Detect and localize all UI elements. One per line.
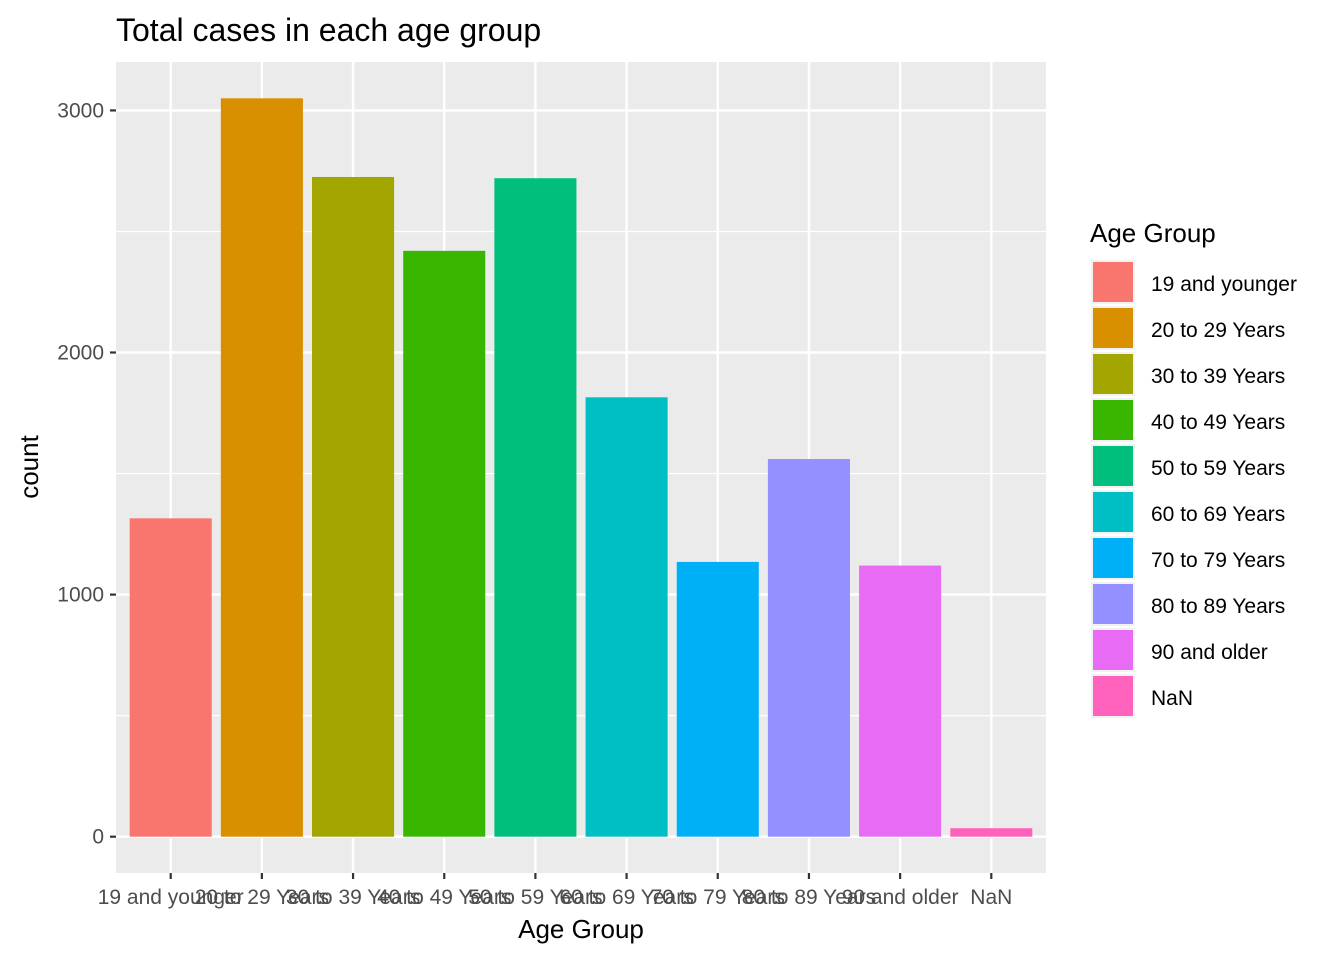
- legend-swatch: [1093, 492, 1133, 532]
- y-tick-label: 0: [92, 826, 104, 849]
- legend-label: 90 and older: [1151, 641, 1268, 664]
- y-tick-label: 2000: [57, 342, 104, 365]
- x-tick-label: 40 to 49 Years: [377, 886, 511, 909]
- legend-label: 60 to 69 Years: [1151, 503, 1285, 526]
- x-axis-title: Age Group: [518, 914, 644, 944]
- bar: [859, 565, 942, 837]
- legend-label: 19 and younger: [1151, 273, 1297, 296]
- bar: [220, 98, 303, 837]
- legend-swatch: [1093, 262, 1133, 302]
- legend-label: 70 to 79 Years: [1151, 549, 1285, 572]
- legend-swatch: [1093, 584, 1133, 624]
- bar: [767, 459, 850, 837]
- bar: [585, 397, 668, 837]
- legend-swatch: [1093, 400, 1133, 440]
- x-tick-label: 60 to 69 Years: [559, 886, 693, 909]
- bar: [129, 518, 212, 837]
- bars: [129, 98, 1033, 837]
- bar: [312, 176, 395, 837]
- x-tick-label: 30 to 39 Years: [286, 886, 420, 909]
- legend: Age Group 19 and younger 20 to 29 Years 30…: [1090, 218, 1297, 718]
- x-tick-label: 50 to 59 Years: [468, 886, 602, 909]
- chart-title: Total cases in each age group: [116, 12, 541, 48]
- legend-label: 30 to 39 Years: [1151, 365, 1285, 388]
- legend-label: 50 to 59 Years: [1151, 457, 1285, 480]
- y-tick-label: 1000: [57, 584, 104, 607]
- x-tick-label: 80 to 89 Years: [742, 886, 876, 909]
- y-axis: 0 1000 2000 3000: [57, 99, 116, 849]
- legend-swatch: [1093, 538, 1133, 578]
- legend-label: 80 to 89 Years: [1151, 595, 1285, 618]
- legend-swatch: [1093, 308, 1133, 348]
- legend-swatch: [1093, 630, 1133, 670]
- legend-items: 19 and younger 20 to 29 Years 30 to 39 Yea…: [1091, 260, 1297, 718]
- legend-label: NaN: [1151, 687, 1193, 710]
- legend-swatch: [1093, 354, 1133, 394]
- y-axis-title: count: [14, 434, 44, 498]
- legend-swatch: [1093, 446, 1133, 486]
- x-tick-label: 70 to 79 Years: [651, 886, 785, 909]
- legend-title: Age Group: [1090, 218, 1216, 248]
- bar: [950, 828, 1033, 837]
- x-tick-label: 19 and younger: [98, 886, 244, 909]
- x-tick-label: NaN: [970, 886, 1012, 909]
- legend-label: 20 to 29 Years: [1151, 319, 1285, 342]
- legend-swatch: [1093, 676, 1133, 716]
- x-tick-label: 90 and older: [842, 886, 959, 909]
- y-tick-label: 3000: [57, 99, 104, 122]
- bar: [403, 250, 486, 837]
- legend-label: 40 to 49 Years: [1151, 411, 1285, 434]
- x-tick-label: 20 to 29 Years: [195, 886, 329, 909]
- bar: [676, 561, 759, 837]
- bar: [494, 178, 577, 837]
